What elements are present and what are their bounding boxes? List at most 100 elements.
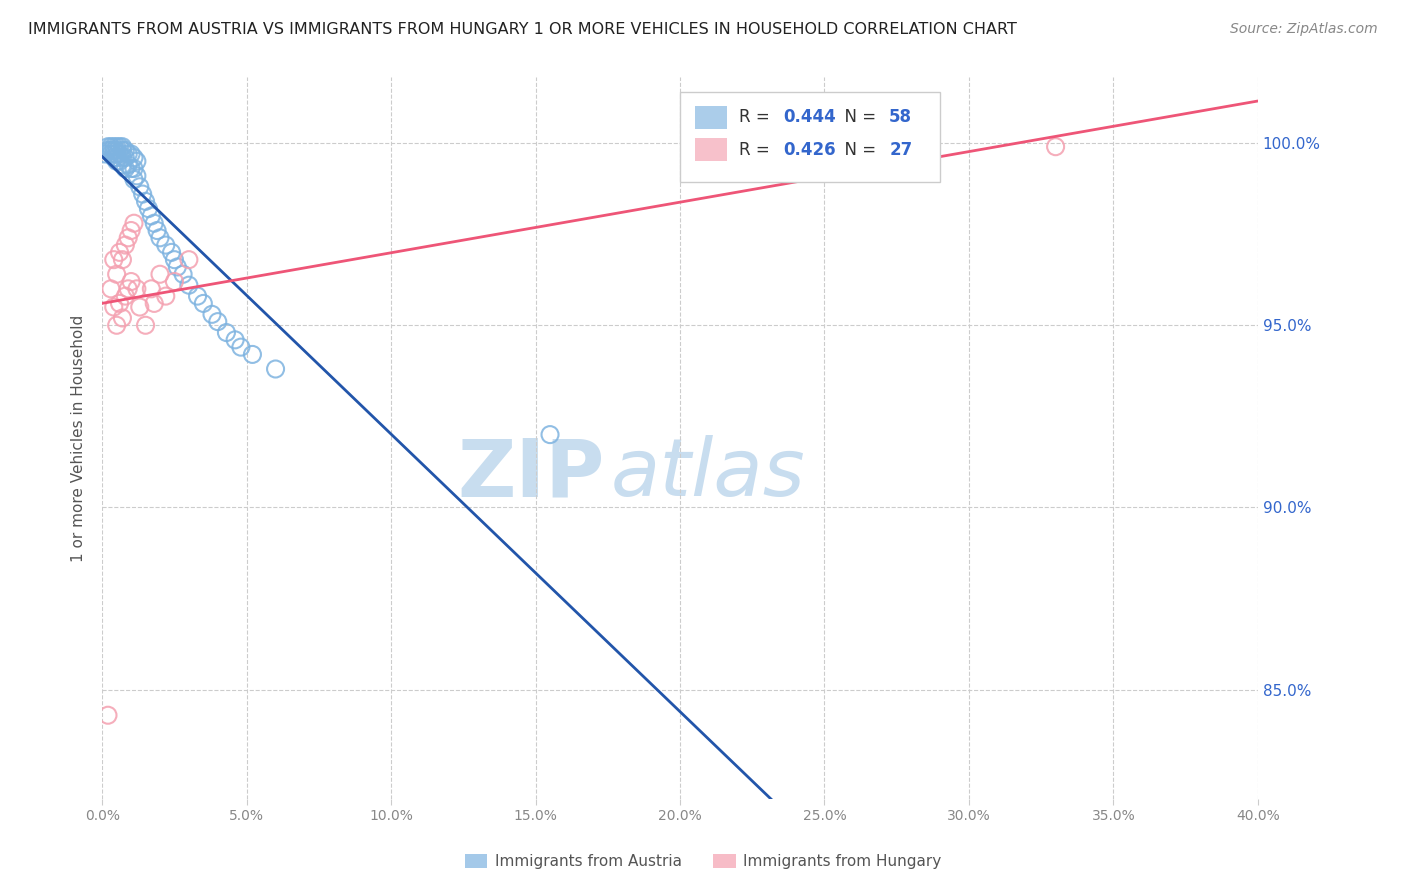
Point	[105, 144, 128, 158]
Point	[111, 139, 134, 153]
Point	[125, 169, 148, 183]
Point	[143, 216, 166, 230]
Point	[103, 252, 125, 267]
Point	[108, 296, 131, 310]
Point	[229, 340, 252, 354]
Point	[163, 275, 186, 289]
Point	[111, 252, 134, 267]
Point	[100, 147, 122, 161]
Point	[264, 362, 287, 376]
Point	[215, 326, 238, 340]
Point	[105, 267, 128, 281]
Point	[187, 289, 209, 303]
Y-axis label: 1 or more Vehicles in Household: 1 or more Vehicles in Household	[72, 315, 86, 562]
Point	[120, 223, 142, 237]
Point	[105, 154, 128, 169]
Point	[97, 144, 120, 158]
Point	[111, 158, 134, 172]
Point	[166, 260, 188, 274]
Text: ZIP: ZIP	[458, 435, 605, 513]
Point	[155, 289, 177, 303]
Point	[103, 300, 125, 314]
Point	[138, 202, 160, 216]
Text: N =: N =	[834, 108, 882, 126]
Point	[111, 151, 134, 165]
Point	[108, 147, 131, 161]
Point	[149, 267, 172, 281]
Point	[122, 151, 145, 165]
Point	[128, 300, 150, 314]
Point	[128, 179, 150, 194]
Point	[1045, 139, 1067, 153]
FancyBboxPatch shape	[681, 92, 941, 182]
Point	[125, 154, 148, 169]
Point	[120, 161, 142, 176]
Point	[207, 315, 229, 329]
Point	[143, 296, 166, 310]
Point	[105, 139, 128, 153]
Point	[163, 252, 186, 267]
Point	[114, 289, 136, 303]
Point	[224, 333, 246, 347]
Point	[122, 216, 145, 230]
Point	[117, 282, 139, 296]
Point	[141, 282, 163, 296]
Point	[160, 245, 183, 260]
Point	[120, 275, 142, 289]
Point	[155, 238, 177, 252]
Text: IMMIGRANTS FROM AUSTRIA VS IMMIGRANTS FROM HUNGARY 1 OR MORE VEHICLES IN HOUSEHO: IMMIGRANTS FROM AUSTRIA VS IMMIGRANTS FR…	[28, 22, 1017, 37]
Point	[108, 154, 131, 169]
Point	[177, 278, 200, 293]
Point	[94, 147, 117, 161]
Point	[105, 151, 128, 165]
Point	[131, 187, 153, 202]
Point	[100, 144, 122, 158]
Text: R =: R =	[740, 141, 775, 159]
Text: 0.426: 0.426	[783, 141, 835, 159]
Text: N =: N =	[834, 141, 882, 159]
Point	[125, 282, 148, 296]
Point	[114, 161, 136, 176]
Bar	[695, 105, 727, 128]
Point	[117, 231, 139, 245]
Point	[108, 139, 131, 153]
Point	[100, 282, 122, 296]
Point	[149, 231, 172, 245]
Point	[538, 427, 561, 442]
Point	[97, 708, 120, 723]
Point	[201, 307, 224, 321]
Point	[111, 144, 134, 158]
Point	[242, 347, 264, 361]
Point	[120, 147, 142, 161]
Text: 0.444: 0.444	[783, 108, 835, 126]
Point	[135, 194, 157, 209]
Point	[122, 161, 145, 176]
Bar	[695, 138, 727, 161]
Point	[122, 172, 145, 186]
Point	[117, 147, 139, 161]
Point	[114, 144, 136, 158]
Point	[172, 267, 194, 281]
Text: Source: ZipAtlas.com: Source: ZipAtlas.com	[1230, 22, 1378, 37]
Point	[100, 139, 122, 153]
Point	[105, 318, 128, 333]
Point	[193, 296, 215, 310]
Legend: Immigrants from Austria, Immigrants from Hungary: Immigrants from Austria, Immigrants from…	[458, 848, 948, 875]
Text: atlas: atlas	[610, 435, 806, 513]
Point	[97, 139, 120, 153]
Point	[108, 245, 131, 260]
Point	[103, 144, 125, 158]
Point	[103, 147, 125, 161]
Point	[141, 209, 163, 223]
Point	[114, 238, 136, 252]
Point	[103, 139, 125, 153]
Point	[177, 252, 200, 267]
Point	[135, 318, 157, 333]
Point	[105, 147, 128, 161]
Text: R =: R =	[740, 108, 775, 126]
Point	[117, 158, 139, 172]
Point	[114, 151, 136, 165]
Point	[111, 310, 134, 325]
Point	[103, 151, 125, 165]
Text: 27: 27	[889, 141, 912, 159]
